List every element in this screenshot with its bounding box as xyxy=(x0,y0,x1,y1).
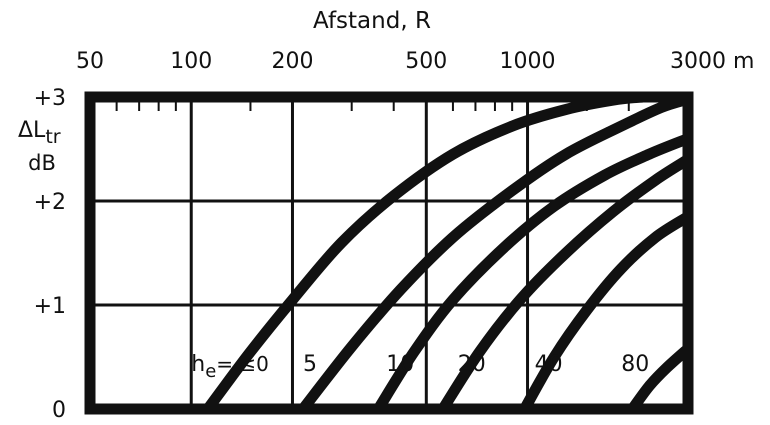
series-curve-10 xyxy=(373,133,691,412)
curves xyxy=(203,91,692,413)
x-tick-label: 100 xyxy=(170,49,212,74)
y-axis-title-sub: tr xyxy=(45,126,60,148)
y-tick-label: +2 xyxy=(34,190,66,215)
series-label: 5 xyxy=(303,352,317,377)
y-axis-title: ΔLtr xyxy=(18,118,61,148)
y-axis-unit: dB xyxy=(28,151,56,175)
y-tick-label: +1 xyxy=(34,294,66,319)
x-tick-label: 1000 xyxy=(500,49,556,74)
x-tick-label: 200 xyxy=(271,49,313,74)
series-labels: he= ≤0 5 10 20 40 80 xyxy=(191,352,649,382)
series-label: 80 xyxy=(621,352,649,377)
x-tick-label: 50 xyxy=(76,49,104,74)
series-label: 40 xyxy=(535,352,563,377)
y-tick-label: +3 xyxy=(34,86,66,111)
y-tick-label: 0 xyxy=(52,398,66,423)
series-curve-80 xyxy=(627,344,692,413)
y-axis-title-main: ΔL xyxy=(18,118,46,143)
x-tick-label: 3000 m xyxy=(670,49,754,74)
series-curve-40 xyxy=(519,211,691,412)
series-curve-0 xyxy=(203,91,644,413)
series-label: 20 xyxy=(458,352,486,377)
series-label: he= ≤0 xyxy=(191,352,269,382)
y-tick-labels: 0 +1 +2 +3 xyxy=(34,86,66,423)
x-axis-title: Afstand, R xyxy=(313,8,431,34)
series-curve-5 xyxy=(298,93,690,413)
series-label-subscript: e xyxy=(205,361,216,382)
x-tick-labels: 50 100 200 500 1000 3000 m xyxy=(76,49,754,74)
series-label-value: = ≤0 xyxy=(216,352,269,376)
series-curve-20 xyxy=(438,154,691,412)
series-label-prefix: h xyxy=(191,352,205,377)
series-label: 10 xyxy=(386,352,414,377)
x-tick-label: 500 xyxy=(405,49,447,74)
plot-frame xyxy=(84,91,694,415)
